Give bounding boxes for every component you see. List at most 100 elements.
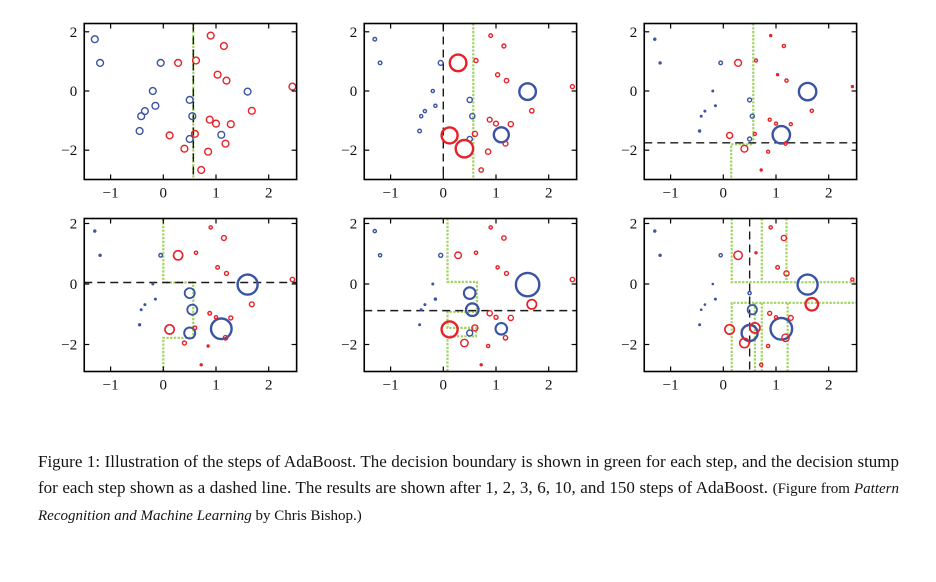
x-tick-label: 0 bbox=[440, 378, 448, 394]
data-point-red bbox=[193, 250, 199, 256]
data-point-red bbox=[471, 324, 479, 332]
axes-frame bbox=[643, 217, 858, 373]
data-point-red bbox=[484, 148, 492, 155]
x-tick-label: 0 bbox=[720, 186, 728, 202]
y-tick-label: −2 bbox=[61, 338, 77, 354]
data-point-red bbox=[222, 76, 231, 85]
data-point-blue bbox=[372, 36, 378, 42]
data-point-blue bbox=[438, 252, 444, 259]
data-point-red bbox=[740, 144, 749, 153]
data-point-blue bbox=[466, 96, 474, 104]
data-point-red bbox=[725, 131, 734, 140]
data-point-red bbox=[191, 56, 201, 65]
data-point-blue bbox=[209, 317, 233, 341]
data-point-blue bbox=[135, 126, 144, 136]
data-point-blue bbox=[217, 130, 226, 139]
data-point-blue bbox=[703, 109, 707, 113]
data-point-blue bbox=[796, 273, 819, 296]
data-point-blue bbox=[658, 253, 662, 257]
data-point-red bbox=[213, 314, 219, 320]
data-point-red bbox=[781, 43, 787, 49]
data-point-red bbox=[783, 270, 790, 277]
data-point-red bbox=[247, 106, 256, 115]
y-tick-label: 2 bbox=[630, 217, 638, 233]
axes-frame bbox=[643, 22, 858, 181]
data-point-red bbox=[809, 108, 815, 114]
adaboost-figure-panels: −1 0 1 2 2 0 −2 −1 0 1 2 2 0 −2 −1 0 1 2 2 0 −2 −1 0 1 2 2 0 −2 −1 0 1… bbox=[61, 22, 858, 394]
data-point-blue bbox=[98, 253, 102, 257]
data-point-red bbox=[213, 70, 222, 79]
data-point-blue bbox=[93, 229, 97, 233]
data-point-blue bbox=[185, 95, 194, 105]
x-tick-label: −1 bbox=[663, 378, 679, 394]
x-tick-label: 2 bbox=[265, 378, 273, 394]
y-tick-label: 2 bbox=[70, 25, 78, 41]
data-point-blue bbox=[151, 282, 155, 286]
y-tick-label: 0 bbox=[350, 84, 358, 100]
data-point-blue bbox=[153, 297, 157, 301]
data-point-blue bbox=[746, 97, 753, 103]
data-point-blue bbox=[418, 323, 422, 327]
data-point-blue bbox=[653, 229, 657, 233]
data-point-red bbox=[164, 323, 176, 335]
y-tick-label: 0 bbox=[350, 277, 358, 293]
data-point-red bbox=[486, 116, 493, 123]
data-point-red bbox=[220, 234, 228, 242]
data-point-blue bbox=[437, 59, 444, 67]
data-point-blue bbox=[188, 112, 197, 121]
data-point-red bbox=[488, 225, 494, 230]
data-point-blue bbox=[95, 58, 105, 68]
data-point-blue bbox=[422, 108, 428, 114]
data-point-blue bbox=[417, 128, 423, 134]
data-point-red bbox=[788, 121, 793, 127]
data-point-blue bbox=[243, 87, 252, 96]
x-tick-label: −1 bbox=[383, 186, 399, 202]
data-point-red bbox=[221, 139, 230, 148]
data-point-blue bbox=[90, 35, 99, 44]
data-point-red bbox=[784, 78, 789, 83]
data-point-red bbox=[485, 343, 491, 349]
y-tick-label: −2 bbox=[341, 338, 357, 354]
data-point-blue bbox=[718, 252, 724, 258]
x-tick-label: 2 bbox=[545, 186, 553, 202]
data-point-red bbox=[219, 41, 229, 51]
y-tick-label: 0 bbox=[70, 277, 78, 293]
data-point-blue bbox=[464, 302, 480, 318]
x-tick-label: 1 bbox=[772, 186, 780, 202]
data-point-blue bbox=[699, 308, 703, 312]
data-point-blue bbox=[151, 101, 160, 110]
data-point-blue bbox=[423, 303, 427, 307]
data-point-red bbox=[478, 167, 485, 173]
data-point-blue bbox=[711, 89, 715, 93]
x-tick-label: 0 bbox=[720, 378, 728, 394]
axes-frame bbox=[83, 217, 298, 373]
data-point-red bbox=[783, 141, 788, 146]
data-point-red bbox=[248, 301, 255, 308]
x-tick-label: 0 bbox=[160, 186, 168, 202]
data-point-red bbox=[492, 120, 500, 127]
data-point-red bbox=[804, 296, 820, 312]
data-point-red bbox=[228, 315, 234, 321]
data-point-blue bbox=[658, 61, 662, 65]
x-tick-label: 2 bbox=[825, 378, 833, 394]
data-point-red bbox=[724, 323, 736, 335]
data-point-red bbox=[569, 276, 576, 283]
data-point-red bbox=[528, 107, 535, 114]
data-point-red bbox=[752, 131, 758, 137]
data-point-blue bbox=[137, 112, 146, 121]
data-point-red bbox=[471, 130, 479, 138]
data-point-red bbox=[500, 235, 507, 241]
data-point-red bbox=[486, 309, 494, 317]
data-point-red bbox=[448, 53, 468, 73]
x-tick-label: 0 bbox=[440, 186, 448, 202]
x-tick-label: 0 bbox=[160, 378, 168, 394]
data-point-red bbox=[733, 58, 743, 68]
data-point-red bbox=[502, 140, 509, 147]
figure-caption: Figure 1: Illustration of the steps of A… bbox=[38, 449, 899, 529]
data-point-blue bbox=[494, 321, 509, 336]
data-point-blue bbox=[466, 329, 474, 337]
x-tick-label: 1 bbox=[492, 186, 500, 202]
panel-step-10: −1 0 1 2 2 0 −2 bbox=[341, 217, 578, 394]
data-point-red bbox=[454, 251, 463, 260]
